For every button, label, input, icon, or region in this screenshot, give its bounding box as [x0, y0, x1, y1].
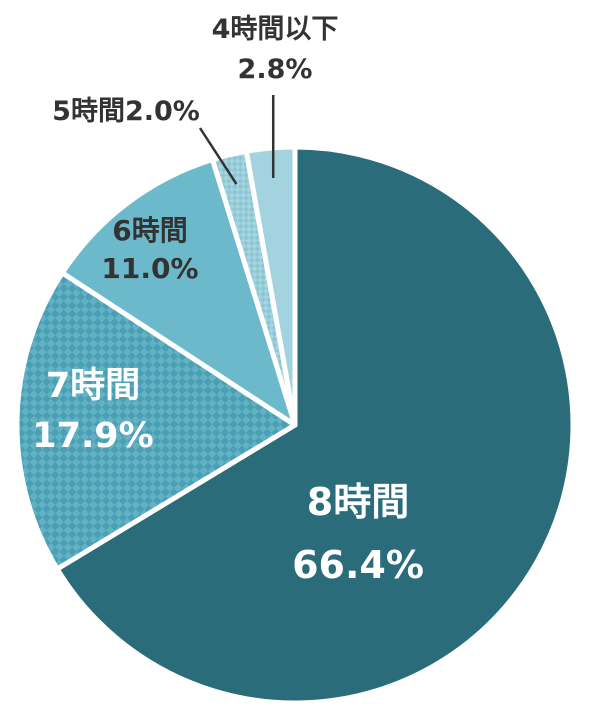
slice-category-label-1: 7時間	[46, 366, 140, 406]
leader-line-5h	[198, 127, 238, 185]
slice-value-label-1: 17.9%	[32, 416, 153, 456]
slice-category-label-2: 6時間	[112, 214, 187, 247]
slice-category-label-4: 4時間以下	[212, 14, 339, 45]
pie-slice-0	[54, 144, 576, 706]
slice-category-label-0: 8時間	[307, 480, 409, 524]
slice-label-3: 5時間2.0%	[52, 96, 200, 127]
slice-value-label-2: 11.0%	[101, 252, 198, 285]
slice-value-label-4: 2.8%	[238, 54, 313, 85]
pie-slice-4	[243, 144, 298, 428]
slice-value-label-0: 66.4%	[292, 543, 424, 587]
pie-slice-1	[14, 270, 298, 572]
pie-slice-2	[59, 157, 298, 428]
